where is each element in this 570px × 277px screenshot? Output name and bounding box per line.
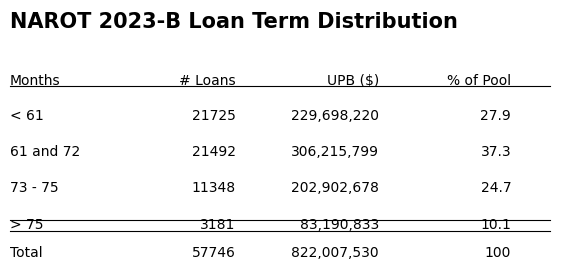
Text: 37.3: 37.3 [481,145,511,159]
Text: 27.9: 27.9 [481,109,511,123]
Text: 10.1: 10.1 [481,218,511,232]
Text: 21492: 21492 [192,145,235,159]
Text: 306,215,799: 306,215,799 [291,145,379,159]
Text: 21725: 21725 [192,109,235,123]
Text: # Loans: # Loans [179,74,235,88]
Text: < 61: < 61 [10,109,43,123]
Text: Total: Total [10,246,42,260]
Text: 24.7: 24.7 [481,181,511,196]
Text: UPB ($): UPB ($) [327,74,379,88]
Text: NAROT 2023-B Loan Term Distribution: NAROT 2023-B Loan Term Distribution [10,12,458,32]
Text: 61 and 72: 61 and 72 [10,145,80,159]
Text: > 75: > 75 [10,218,43,232]
Text: 100: 100 [485,246,511,260]
Text: 229,698,220: 229,698,220 [291,109,379,123]
Text: 83,190,833: 83,190,833 [300,218,379,232]
Text: 202,902,678: 202,902,678 [291,181,379,196]
Text: 3181: 3181 [200,218,235,232]
Text: 57746: 57746 [192,246,235,260]
Text: 73 - 75: 73 - 75 [10,181,58,196]
Text: % of Pool: % of Pool [447,74,511,88]
Text: 822,007,530: 822,007,530 [291,246,379,260]
Text: Months: Months [10,74,60,88]
Text: 11348: 11348 [192,181,235,196]
